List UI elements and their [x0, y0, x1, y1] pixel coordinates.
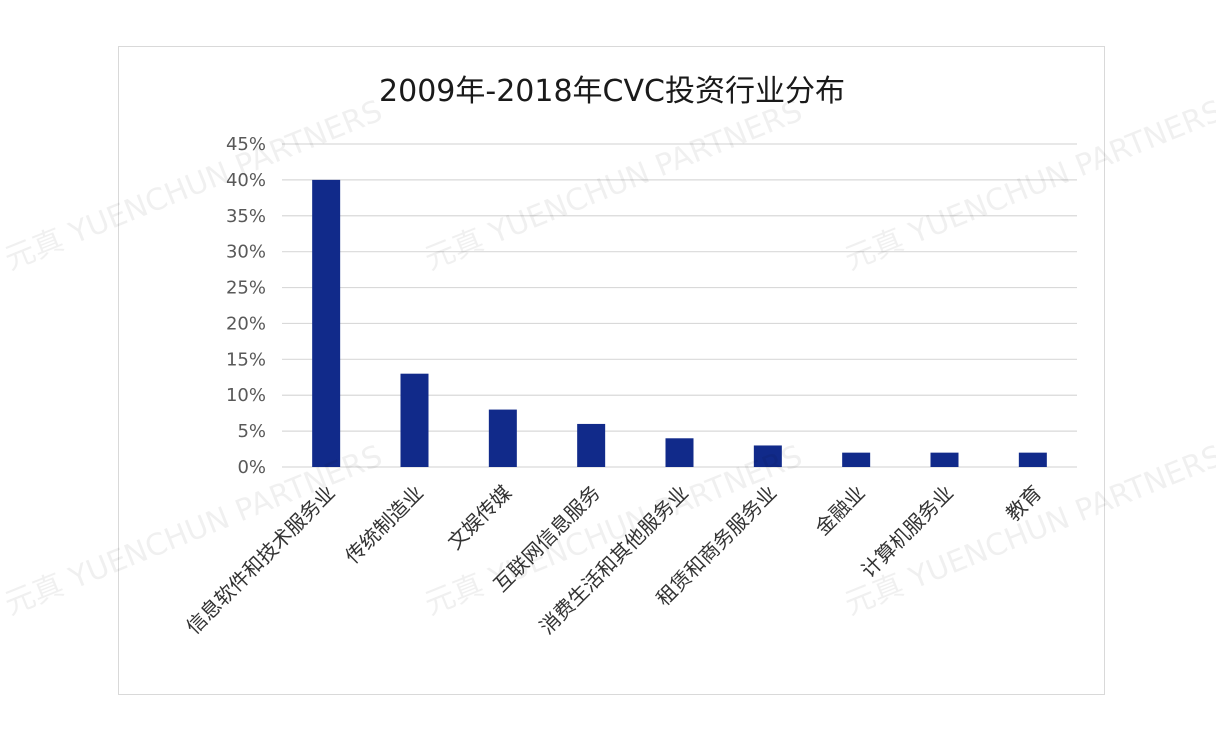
bar	[488, 409, 517, 467]
bar	[312, 179, 341, 467]
y-tick-label: 20%	[226, 313, 266, 334]
bar	[400, 373, 429, 467]
y-tick-label: 30%	[226, 242, 266, 263]
watermark-text: 元真 YUENCHUN PARTNERS	[420, 94, 807, 278]
y-tick-label: 35%	[226, 206, 266, 227]
y-tick-label: 0%	[237, 457, 266, 478]
bars	[312, 179, 1047, 467]
gridlines	[282, 143, 1077, 468]
bar	[930, 452, 959, 467]
y-tick-label: 45%	[226, 134, 266, 155]
chart-frame	[118, 46, 1105, 695]
y-tick-label: 25%	[226, 278, 266, 299]
y-tick-label: 10%	[226, 385, 266, 406]
bar	[665, 438, 694, 467]
bar	[1018, 452, 1047, 467]
bar	[577, 423, 606, 467]
y-tick-label: 15%	[226, 349, 266, 370]
y-tick-label: 40%	[226, 170, 266, 191]
bar	[753, 445, 782, 467]
x-category-label: 金融业	[810, 481, 869, 540]
x-category-label: 文娱传媒	[443, 481, 517, 555]
x-category-label: 传统制造业	[340, 481, 428, 569]
bar	[842, 452, 871, 467]
watermark-text: 元真 YUENCHUN PARTNERS	[840, 94, 1216, 278]
y-axis-ticks: 0% 5% 10% 15% 20% 25% 30% 35% 40% 45%	[226, 134, 266, 478]
watermarks: 元真 YUENCHUN PARTNERS 元真 YUENCHUN PARTNERS…	[0, 94, 1216, 623]
y-tick-label: 5%	[237, 421, 266, 442]
chart-title: 2009年-2018年CVC投资行业分布	[379, 74, 845, 109]
watermark-text: 元真 YUENCHUN PARTNERS	[0, 439, 387, 623]
